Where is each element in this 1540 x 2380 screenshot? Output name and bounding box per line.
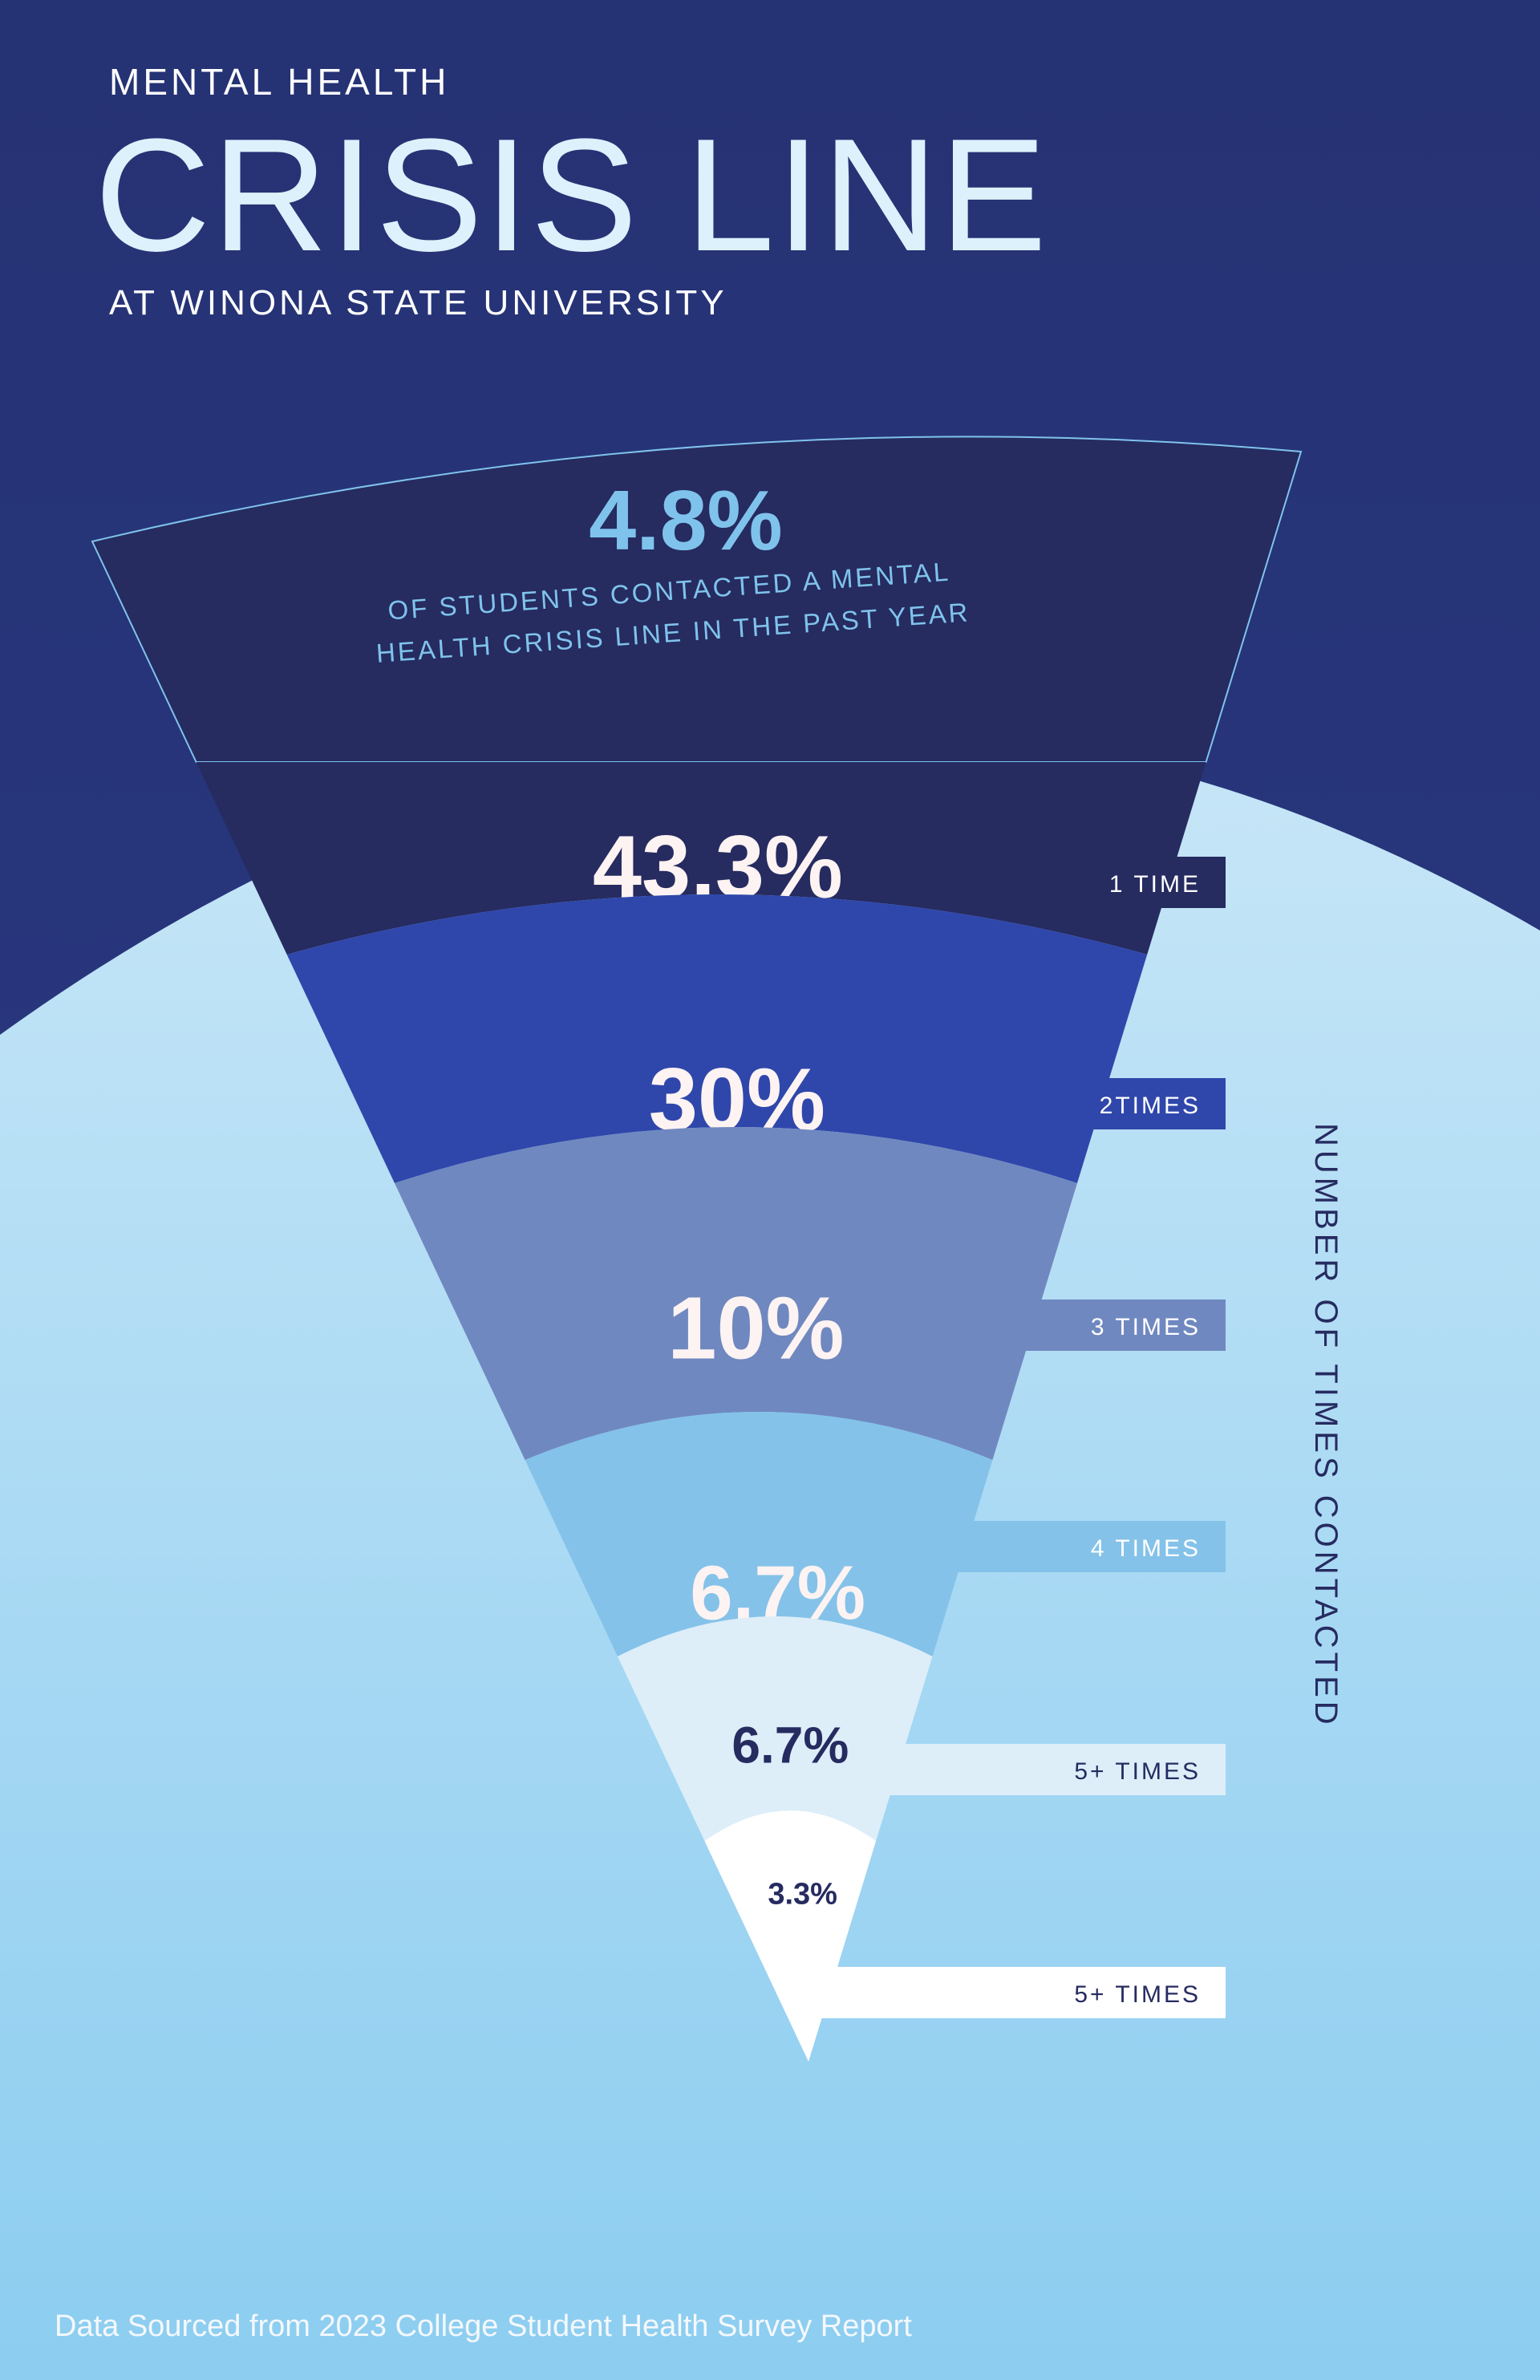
funnel-band (704, 1810, 877, 2062)
funnel-band (618, 1616, 933, 1841)
value-label: 10% (667, 1279, 844, 1378)
header-subtitle: AT WINONA STATE UNIVERSITY (109, 283, 727, 322)
category-tab (1069, 1078, 1226, 1129)
funnel-band (394, 1127, 1077, 1460)
source-footnote: Data Sourced from 2023 College Student H… (55, 2309, 912, 2343)
funnel-band (196, 762, 1206, 955)
category-label: 5+ TIMES (1074, 1758, 1201, 1785)
funnel-band (525, 1412, 993, 1656)
page-title: CRISIS LINE (95, 106, 1048, 285)
category-tab (1137, 857, 1226, 908)
category-label: 1 TIME (1109, 871, 1201, 898)
category-label: 5+ TIMES (1074, 1981, 1201, 2008)
category-tab (934, 1521, 1226, 1572)
value-label: 6.7% (732, 1716, 849, 1774)
category-label: 3 TIMES (1091, 1314, 1201, 1340)
funnel-band (286, 894, 1148, 1183)
category-tab (865, 1744, 1226, 1795)
category-tab (797, 1967, 1226, 2018)
category-tab (1001, 1299, 1226, 1351)
top-stat-value: 4.8% (589, 473, 783, 568)
category-label: 4 TIMES (1091, 1535, 1201, 1562)
axis-title: NUMBER OF TIMES CONTACTED (1308, 1123, 1343, 1729)
category-label: 2TIMES (1100, 1093, 1201, 1119)
value-label: 3.3% (768, 1877, 837, 1911)
header-kicker: MENTAL HEALTH (109, 61, 449, 103)
funnel-top-section (91, 436, 1303, 763)
